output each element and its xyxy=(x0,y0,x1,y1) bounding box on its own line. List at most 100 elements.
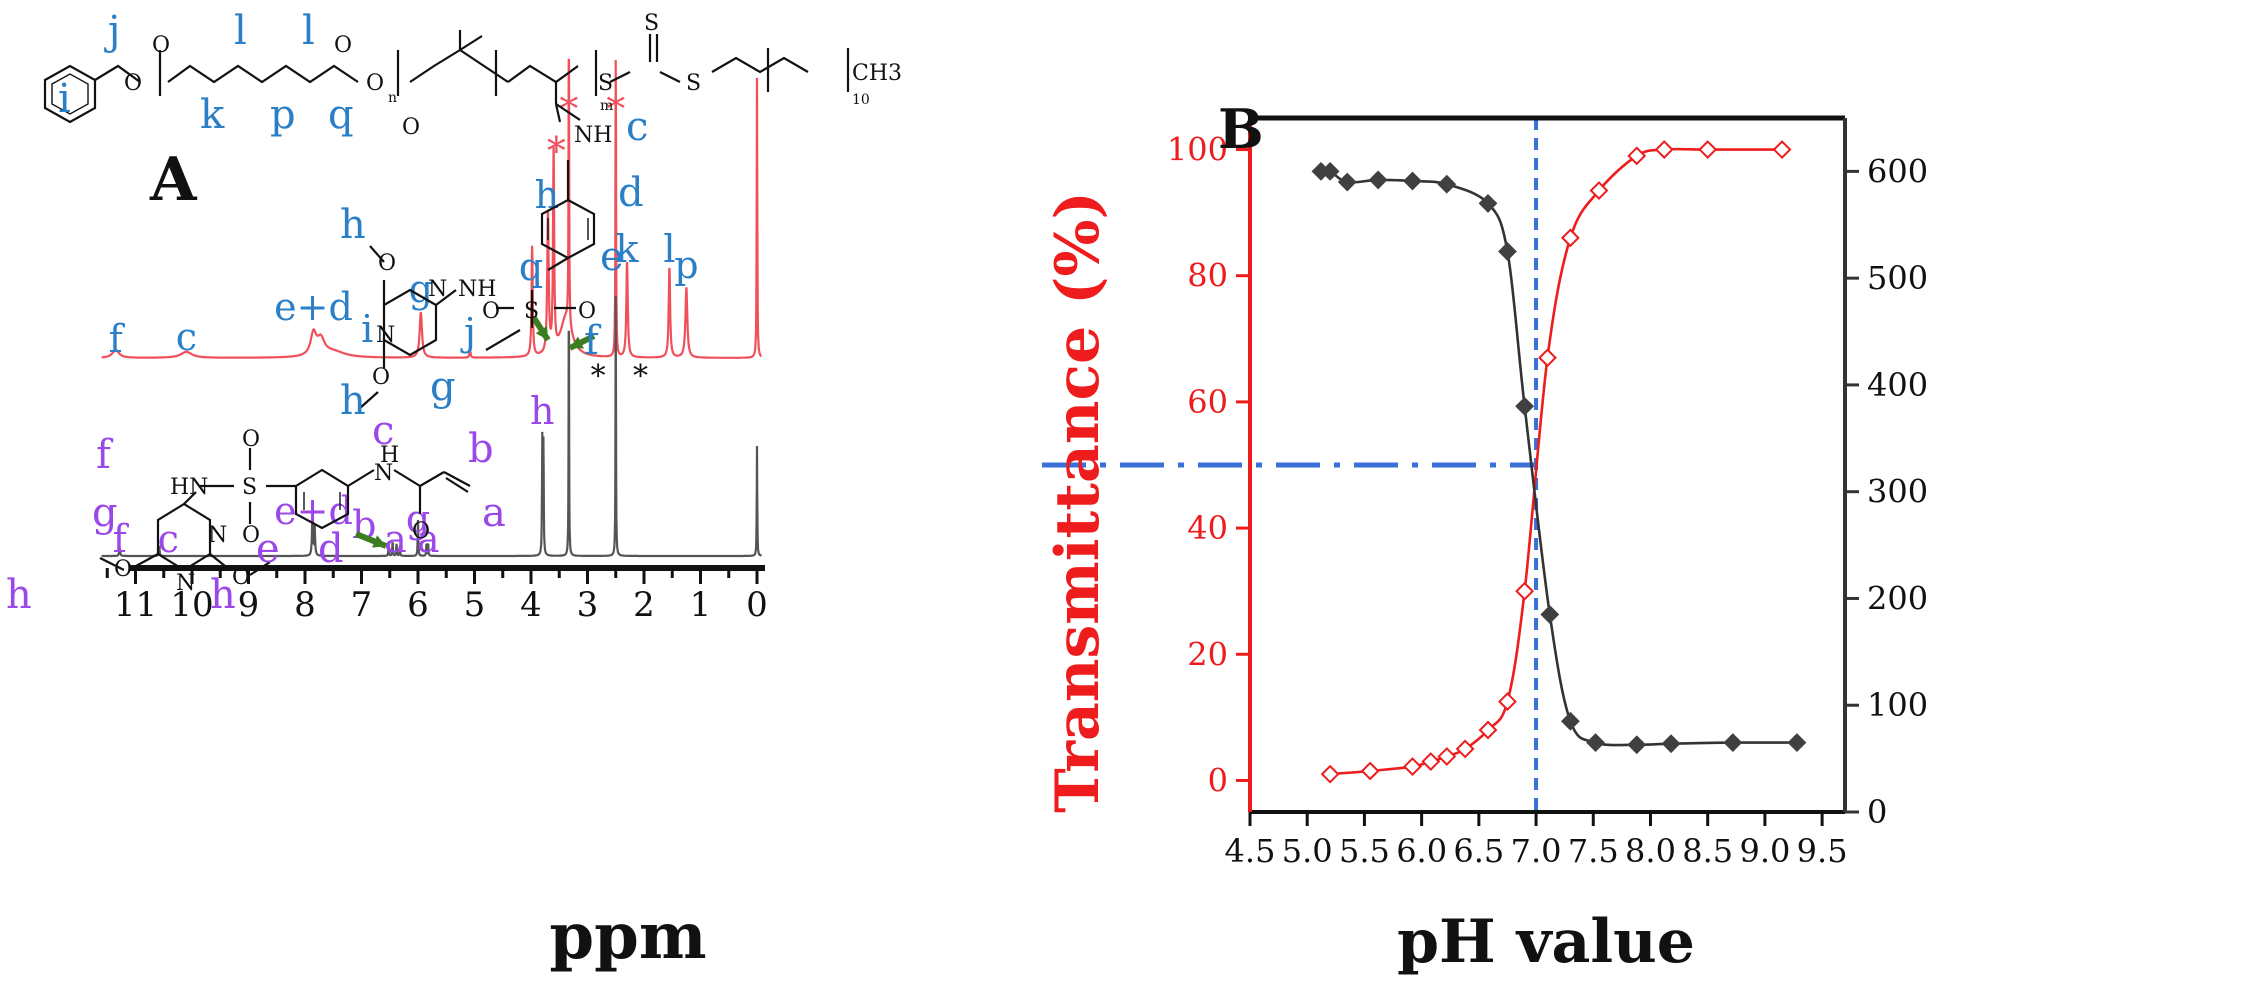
polymer-structure-atoms: O O O O O S S S CH3 NH S O O NH N N O O … xyxy=(124,11,902,390)
svg-text:k: k xyxy=(200,92,225,138)
monomer-structure xyxy=(99,448,471,576)
svg-text:O: O xyxy=(334,33,352,58)
right-axis-point xyxy=(1560,711,1580,731)
svg-text:O: O xyxy=(152,33,170,58)
right-axis-point xyxy=(1498,242,1517,261)
polymer-peak-label: g xyxy=(409,267,433,311)
right-axis-point xyxy=(1478,194,1498,213)
panel-a-x-axis-label: ppm xyxy=(549,899,706,974)
polymer-peak-label: f xyxy=(109,317,126,361)
right-axis-point xyxy=(1368,170,1388,190)
panel-b-left-tick-label: 20 xyxy=(1187,635,1228,673)
polymer-peak-label: l xyxy=(663,227,675,271)
svg-text:q: q xyxy=(328,92,354,138)
svg-text:S: S xyxy=(686,71,701,96)
svg-text:HN: HN xyxy=(170,475,208,500)
panel-a-x-tick-label: 11 xyxy=(114,585,157,625)
panel-b-x-tick-label: 9.5 xyxy=(1797,832,1848,870)
svg-text:n: n xyxy=(388,90,397,106)
panel-a-x-tick-label: 9 xyxy=(238,585,260,625)
svg-text:S: S xyxy=(644,11,659,36)
transmittance-point xyxy=(1589,181,1609,200)
panel-b-right-tick-label: 400 xyxy=(1867,366,1928,404)
svg-text:N: N xyxy=(208,523,227,548)
polymer-peak-label: e+d xyxy=(274,285,353,329)
panel-b-left-tick-label: 100 xyxy=(1167,131,1228,169)
panel-b-right-tick-label: 0 xyxy=(1867,793,1887,831)
arrow-i-head xyxy=(570,336,584,349)
polymer-peak-label: h xyxy=(535,173,559,217)
panel-b-x-tick-label: 6.0 xyxy=(1396,832,1447,870)
svg-text:O: O xyxy=(242,427,260,452)
transmittance-point xyxy=(1627,146,1647,166)
monomer-structure-labels: f g e d c b a h h xyxy=(6,408,506,618)
svg-text:i: i xyxy=(58,76,71,122)
panel-b-x-tick-label: 5.0 xyxy=(1282,832,1333,870)
monomer-peak-label: h xyxy=(530,389,554,433)
panel-a-x-tick-label: 7 xyxy=(351,585,373,625)
svg-text:O: O xyxy=(412,519,430,544)
transmittance-point xyxy=(1698,140,1718,159)
panel-b-letter: B xyxy=(1218,97,1264,161)
svg-text:p: p xyxy=(270,92,296,138)
panel-b-x-tick-label: 7.0 xyxy=(1511,832,1562,870)
svg-text:g: g xyxy=(92,490,118,536)
panel-b-left-tick-label: 40 xyxy=(1187,509,1228,547)
transmittance-point xyxy=(1360,761,1380,781)
panel-b-x-tick-label: 7.5 xyxy=(1568,832,1619,870)
panel-b-series xyxy=(1311,140,1807,784)
polymer-peak-label: i xyxy=(361,307,373,351)
panel-b-right-tick-label: 100 xyxy=(1867,686,1928,724)
panel-a-x-tick-label: 1 xyxy=(690,585,712,625)
svg-text:c: c xyxy=(372,408,394,454)
svg-text:NH: NH xyxy=(574,123,612,148)
transmittance-point xyxy=(1515,581,1535,601)
svg-text:h: h xyxy=(6,572,32,618)
svg-text:N: N xyxy=(374,461,393,486)
panel-b-x-tick-label: 9.0 xyxy=(1739,832,1790,870)
svg-text:N: N xyxy=(428,277,447,302)
right-axis-point xyxy=(1320,161,1340,181)
svg-text:N: N xyxy=(176,571,195,596)
right-axis-point xyxy=(1586,733,1605,753)
svg-text:l: l xyxy=(302,8,315,54)
solvent-asterisk: * xyxy=(547,129,566,173)
polymer-spectrum xyxy=(101,58,763,359)
polymer-structure xyxy=(43,30,850,409)
polymer-peak-label: j xyxy=(460,310,476,354)
panel-a-x-tick-label: 4 xyxy=(520,585,542,625)
transmittance-point xyxy=(1320,764,1340,784)
svg-text:d: d xyxy=(618,170,644,216)
solvent-asterisk: * xyxy=(559,87,578,131)
polymer-peak-label: k xyxy=(616,227,640,271)
svg-text:O: O xyxy=(242,523,260,548)
svg-text:O: O xyxy=(232,565,250,590)
right-axis-point xyxy=(1403,171,1422,191)
panel-a-x-tick-label: 10 xyxy=(170,585,213,625)
polymer-peak-label: c xyxy=(176,315,197,359)
svg-text:NH: NH xyxy=(458,277,496,302)
panel-a-x-tick-label: 6 xyxy=(407,585,429,625)
panel-b-axes: 4.5 5.0 5.5 6.0 6.5 7.0 7.5 8.0 8.5 9.0 9.5 0 20 40 60… xyxy=(1167,115,1928,870)
panel-b-x-tick-label: 8.0 xyxy=(1625,832,1676,870)
panel-a-x-tick-label: 5 xyxy=(464,585,486,625)
polymer-peak-label: p xyxy=(674,243,698,287)
solvent-asterisk: * xyxy=(591,359,606,394)
polymer-structure-labels: i j k l p l q c d e f g h h xyxy=(58,8,648,424)
panel-a-letter: A xyxy=(149,145,198,215)
panel-b-guides xyxy=(1042,118,1539,812)
svg-text:H: H xyxy=(380,443,399,468)
panel-b-left-tick-label: 60 xyxy=(1187,383,1228,421)
svg-text:CH3: CH3 xyxy=(852,61,902,86)
svg-text:N: N xyxy=(376,323,395,348)
svg-text:S: S xyxy=(242,475,257,500)
transmittance-curve xyxy=(1329,147,1783,776)
svg-text:b: b xyxy=(468,426,494,472)
polymer-peak-label: q xyxy=(519,245,543,289)
panel-b-left-axis-label: Transmittance (%) xyxy=(1043,191,1113,813)
svg-text:e: e xyxy=(600,234,624,280)
panel-b-right-tick-label: 600 xyxy=(1867,152,1928,190)
panel-b-right-tick-label: 200 xyxy=(1867,579,1928,617)
